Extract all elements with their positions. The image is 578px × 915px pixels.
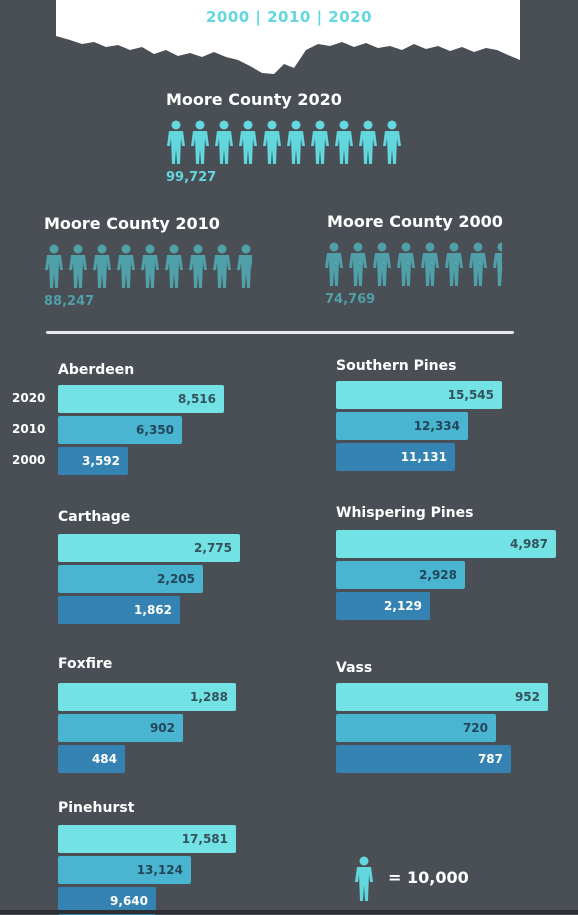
- bar-value-label: 9,640: [110, 894, 148, 908]
- bar-2020: 17,581: [58, 825, 236, 853]
- bar-value-label: 952: [514, 690, 540, 704]
- person-icon: [191, 120, 209, 164]
- bar-value-label: 17,581: [181, 832, 228, 846]
- bar-2000: 2,129: [336, 592, 430, 620]
- bar-value-label: 3,592: [82, 454, 120, 468]
- bar-2010: 2,205: [58, 565, 203, 593]
- bar-value-label: 902: [149, 721, 175, 735]
- person-icon: [493, 242, 502, 286]
- person-icon: [355, 856, 373, 901]
- bar-2000: 484: [58, 745, 125, 773]
- county-2010-title: Moore County 2010: [44, 214, 220, 233]
- bar-2010: 13,124: [58, 856, 191, 884]
- bar-value-label: 12,334: [413, 419, 460, 433]
- town-title: Carthage: [58, 509, 131, 525]
- person-icon: [167, 120, 185, 164]
- county-2020-figures: [166, 120, 406, 170]
- person-icon: [311, 120, 329, 164]
- bar-2000: 3,592: [58, 447, 128, 475]
- person-figures: [167, 120, 401, 164]
- person-icon: [335, 120, 353, 164]
- person-figures: [325, 242, 502, 286]
- bar-2020: 1,288: [58, 683, 236, 711]
- person-icon: [287, 120, 305, 164]
- town-title: Whispering Pines: [336, 505, 474, 521]
- county-2010-value: 88,247: [44, 294, 95, 309]
- bar-2010: 12,334: [336, 412, 468, 440]
- person-icon: [93, 244, 111, 288]
- bar-value-label: 787: [477, 752, 503, 766]
- county-2000-value: 74,769: [325, 292, 376, 307]
- divider: [46, 331, 514, 334]
- person-icon: [141, 244, 159, 288]
- bar-value-label: 4,987: [510, 537, 548, 551]
- person-icon: [373, 242, 391, 286]
- town-title: Southern Pines: [336, 358, 457, 374]
- person-figures: [45, 244, 252, 288]
- bar-2020: 4,987: [336, 530, 556, 558]
- bar-value-label: 13,124: [136, 863, 183, 877]
- bar-value-label: 1,288: [190, 690, 228, 704]
- county-2010-figures: [44, 244, 260, 294]
- bar-value-label: 11,131: [400, 450, 447, 464]
- bar-value-label: 6,350: [136, 423, 174, 437]
- bar-value-label: 2,775: [194, 541, 232, 555]
- year-label-2020: 2020: [12, 391, 46, 405]
- person-icon: [263, 120, 281, 164]
- person-icon: [117, 244, 135, 288]
- bar-2000: 1,862: [58, 596, 180, 624]
- person-icon: [165, 244, 183, 288]
- person-icon: [237, 244, 252, 288]
- person-icon: [189, 244, 207, 288]
- bar-value-label: 15,545: [447, 388, 494, 402]
- person-icon: [325, 242, 343, 286]
- person-icon: [397, 242, 415, 286]
- bar-value-label: 720: [462, 721, 488, 735]
- year-label-2010: 2010: [12, 422, 46, 436]
- town-title: Aberdeen: [58, 362, 135, 378]
- year-label-2000: 2000: [12, 453, 46, 467]
- person-icon: [45, 244, 63, 288]
- county-2020-title: Moore County 2020: [166, 90, 342, 109]
- bar-2010: 6,350: [58, 416, 182, 444]
- county-2000-title: Moore County 2000: [327, 212, 503, 231]
- bar-2010: 902: [58, 714, 183, 742]
- bottom-strip: [0, 910, 578, 914]
- bar-2020: 2,775: [58, 534, 240, 562]
- person-icon: [469, 242, 487, 286]
- bar-2010: 720: [336, 714, 496, 742]
- person-icon: [213, 244, 231, 288]
- person-icon: [69, 244, 87, 288]
- county-2020-value: 99,727: [166, 170, 217, 185]
- person-icon: [239, 120, 257, 164]
- bar-value-label: 484: [91, 752, 117, 766]
- bar-2020: 8,516: [58, 385, 224, 413]
- header-banner: [56, 0, 520, 74]
- bar-value-label: 1,862: [134, 603, 172, 617]
- bar-value-label: 2,129: [384, 599, 422, 613]
- legend-text: = 10,000: [388, 868, 469, 887]
- county-2000-figures: [324, 242, 516, 292]
- town-title: Pinehurst: [58, 800, 135, 816]
- person-icon: [215, 120, 233, 164]
- bar-value-label: 8,516: [178, 392, 216, 406]
- person-icon: [445, 242, 463, 286]
- years-heading: 2000 | 2010 | 2020: [205, 8, 373, 26]
- town-title: Vass: [336, 660, 373, 676]
- person-icon: [349, 242, 367, 286]
- bar-2020: 15,545: [336, 381, 502, 409]
- bar-2000: 787: [336, 745, 511, 773]
- person-icon: [421, 242, 439, 286]
- town-title: Foxfire: [58, 656, 113, 672]
- bar-value-label: 2,205: [157, 572, 195, 586]
- bar-value-label: 2,928: [419, 568, 457, 582]
- bar-2010: 2,928: [336, 561, 465, 589]
- person-icon: [383, 120, 401, 164]
- person-icon: [359, 120, 377, 164]
- bar-2000: 11,131: [336, 443, 455, 471]
- bar-2020: 952: [336, 683, 548, 711]
